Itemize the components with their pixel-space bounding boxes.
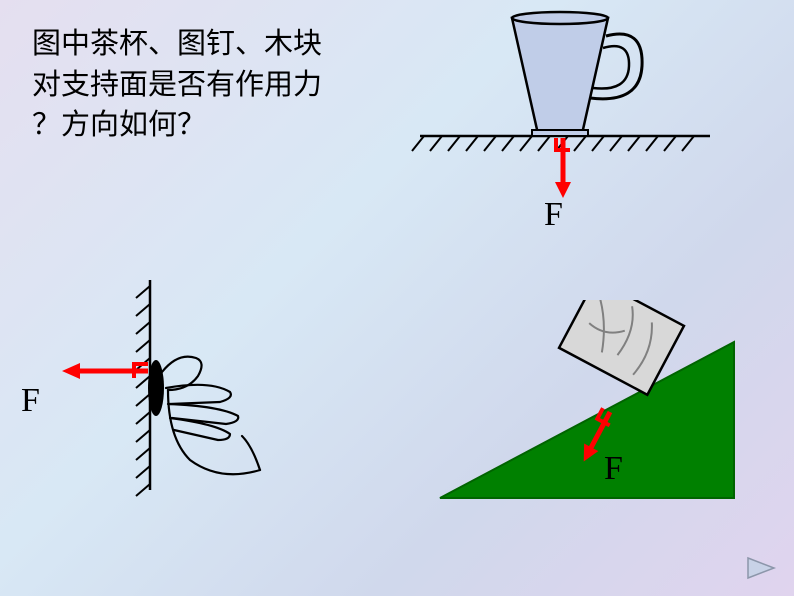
incline-force-label: F — [604, 450, 623, 488]
cup-diagram — [410, 8, 720, 228]
question-text: 图中茶杯、图钉、木块 对支持面是否有作用力 ？方向如何？ — [32, 24, 322, 146]
incline-diagram — [420, 300, 750, 510]
next-arrow-icon[interactable] — [744, 554, 778, 582]
pin-diagram — [20, 270, 290, 500]
pin-force-label: F — [21, 382, 40, 420]
cup-force-label: F — [544, 196, 563, 234]
